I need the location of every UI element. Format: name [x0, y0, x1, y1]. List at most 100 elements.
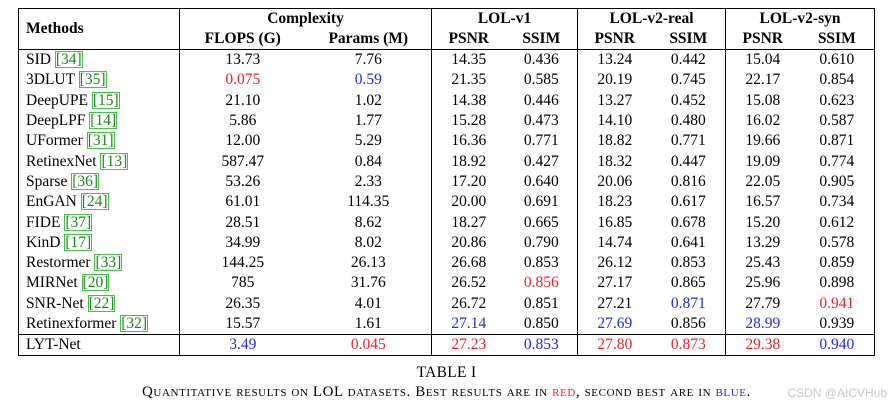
caption-second-word: blue [715, 384, 747, 400]
value-cell-syn-psnr: 15.20 [745, 213, 781, 231]
citation-link[interactable]: [35] [78, 71, 107, 89]
method-name: MIRNet [26, 274, 78, 292]
value-cell-syn-psnr: 28.99 [745, 315, 781, 332]
citation-link[interactable]: [31] [86, 132, 115, 150]
table-row: DeepUPE [15] 21.10 1.02 14.38 0.446 13.27 0.45… [18, 90, 876, 111]
value-cell-v1-psnr: 17.20 [451, 172, 487, 190]
header-row-2: FLOPS (G) Params (M) PSNR SSIM PSNR SSIM… [19, 29, 876, 50]
value-cell-flops: 144.25 [221, 254, 265, 272]
table-row: DeepLPF [14] 5.86 1.77 15.28 0.473 14.10 0.480… [18, 110, 876, 132]
value-cell-params: 8.62 [305, 212, 433, 233]
value-cell-syn-ssim: 0.610 [799, 49, 876, 71]
syn-psnr-header: PSNR [742, 30, 783, 47]
value-cell-params: 7.76 [305, 49, 433, 71]
methods-header: Methods [18, 8, 180, 50]
table-final-body: LYT-Net 3.49 0.045 27.23 0.853 27.80 0.873 29.3… [18, 334, 876, 356]
citation-link[interactable]: [32] [120, 315, 149, 332]
citation-link[interactable]: [22] [87, 294, 116, 312]
value-cell-syn-ssim: 0.578 [799, 232, 876, 253]
caption-text-before: Quantitative results on LOL datasets. Be… [142, 384, 553, 400]
value-cell-v1-psnr: 14.35 [451, 51, 487, 69]
value-cell-real-ssim: 0.447 [651, 151, 727, 172]
table-label: TABLE I [416, 364, 477, 381]
value-cell-syn-psnr: 22.17 [745, 71, 781, 89]
value-cell-flops: 61.01 [225, 193, 261, 211]
value-cell-real-psnr: 18.23 [597, 193, 633, 211]
value-cell-real-psnr: 18.82 [597, 132, 633, 150]
value-cell-real-psnr: 14.10 [597, 112, 633, 130]
value-cell-real-psnr: 27.17 [597, 274, 633, 292]
table-row: Retinexformer [32] 15.57 1.61 27.14 0.850 27.… [18, 313, 876, 335]
value-cell-v1-ssim: 0.850 [505, 313, 579, 335]
real-psnr-header: PSNR [594, 30, 635, 47]
value-cell-syn-ssim: 0.871 [799, 131, 876, 152]
table-row: FIDE [37] 28.51 8.62 18.27 0.665 16.85 0.678 15… [18, 212, 876, 233]
method-cell: RetinexNet [13] [18, 151, 180, 172]
lol-v1-header: LOL-v1 [431, 8, 579, 29]
value-cell-real-psnr: 26.12 [597, 254, 633, 272]
value-cell-real-ssim: 0.856 [651, 313, 727, 335]
value-cell-params: 0.59 [305, 70, 433, 91]
method-cell: 3DLUT [35] [18, 70, 180, 91]
method-cell: KinD [17] [18, 232, 180, 253]
table-row: 3DLUT [35] 0.075 0.59 21.35 0.585 20.19 0.745 2… [18, 70, 876, 91]
value-cell-real-psnr: 20.19 [597, 71, 633, 89]
value-cell-flops: 785 [231, 274, 255, 292]
value-cell-real-psnr: 14.74 [597, 233, 633, 251]
citation-link[interactable]: [13] [100, 152, 129, 170]
citation-link[interactable]: [37] [64, 213, 93, 231]
value-cell-flops: 26.35 [225, 294, 261, 312]
citation-link[interactable]: [20] [81, 274, 110, 292]
lol-v2-syn-header: LOL-v2-syn [725, 8, 876, 29]
value-cell-v1-psnr: 20.86 [451, 233, 487, 251]
watermark: CSDN @AICVHub [787, 386, 887, 400]
method-cell: SNR-Net [22] [18, 293, 180, 314]
value-cell-real-ssim: 0.871 [651, 293, 727, 314]
table-row: RetinexNet [13] 587.47 0.84 18.92 0.427 18.32… [18, 151, 876, 172]
value-cell-params: 1.77 [305, 110, 433, 132]
value-cell-syn-psnr: 16.02 [745, 112, 781, 130]
value-cell-syn-ssim: 0.939 [799, 313, 876, 335]
method-name: LYT-Net [26, 336, 81, 354]
value-cell-syn-psnr: 29.38 [745, 336, 781, 354]
value-cell-v1-ssim: 0.851 [505, 293, 579, 314]
value-cell-v1-psnr: 18.27 [451, 213, 487, 231]
method-cell: LYT-Net [18, 334, 180, 356]
results-table: Methods Complexity LOL-v1 LOL-v2-real LO… [18, 8, 876, 356]
value-cell-flops: 28.51 [225, 213, 261, 231]
method-name: SNR-Net [26, 294, 84, 312]
value-cell-params: 1.02 [305, 90, 433, 111]
value-cell-real-psnr: 27.69 [597, 315, 633, 332]
citation-link[interactable]: [34] [54, 51, 83, 69]
value-cell-syn-psnr: 13.29 [745, 233, 781, 251]
citation-link[interactable]: [36] [71, 172, 100, 190]
value-cell-real-ssim: 0.873 [651, 334, 727, 356]
value-cell-v1-ssim: 0.853 [505, 252, 579, 274]
value-cell-syn-ssim: 0.859 [799, 252, 876, 274]
value-cell-v1-ssim: 0.771 [505, 131, 579, 152]
value-cell-params: 1.61 [305, 313, 433, 335]
citation-link[interactable]: [17] [64, 233, 93, 251]
citation-link[interactable]: [15] [91, 91, 120, 109]
value-cell-v1-ssim: 0.640 [505, 171, 579, 193]
citation-link[interactable]: [33] [94, 254, 123, 272]
method-name: Retinexformer [26, 315, 117, 332]
table-row: MIRNet [20] 785 31.76 26.52 0.856 27.17 0.865 2… [18, 273, 876, 294]
table-caption: TABLE I Quantitative results on LOL data… [0, 364, 893, 401]
value-cell-v1-psnr: 14.38 [451, 91, 487, 109]
value-cell-v1-ssim: 0.473 [505, 110, 579, 132]
complexity-header: Complexity [179, 8, 433, 29]
citation-link[interactable]: [24] [80, 193, 109, 211]
value-cell-syn-ssim: 0.854 [799, 70, 876, 91]
value-cell-real-ssim: 0.816 [651, 171, 727, 193]
value-cell-syn-ssim: 0.612 [799, 212, 876, 233]
method-name: EnGAN [26, 193, 77, 211]
value-cell-real-ssim: 0.678 [651, 212, 727, 233]
value-cell-flops: 5.86 [229, 112, 257, 130]
citation-link[interactable]: [14] [89, 112, 118, 130]
table-row: SNR-Net [22] 26.35 4.01 26.72 0.851 27.21 0.87… [18, 293, 876, 314]
value-cell-flops: 12.00 [225, 132, 261, 150]
caption-best-word: red [552, 384, 576, 400]
value-cell-v1-ssim: 0.427 [505, 151, 579, 172]
method-cell: Sparse [36] [18, 171, 180, 193]
